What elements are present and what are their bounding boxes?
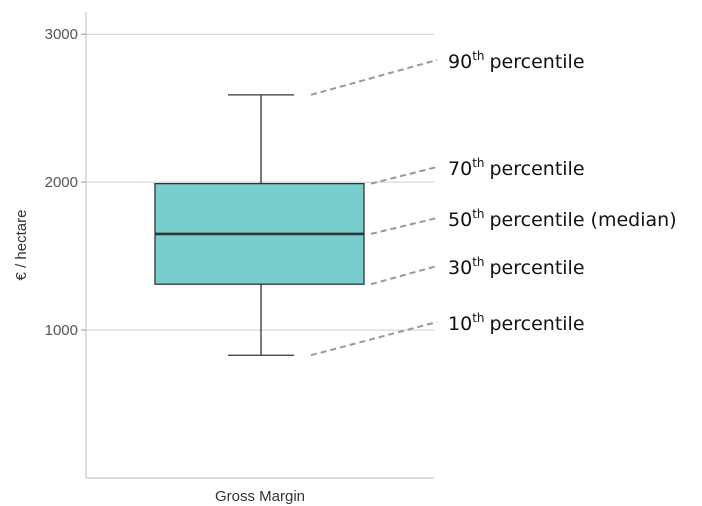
- annotation-p70: 70th percentile: [448, 156, 585, 180]
- y-axis-title: € / hectare: [13, 210, 30, 281]
- box-plot: [154, 94, 365, 356]
- annotation-p90: 90th percentile: [448, 49, 585, 73]
- annotation-leader-p10: [310, 321, 438, 357]
- annotation-median: 50th percentile (median): [448, 207, 677, 231]
- annotation-leader-p70: [370, 166, 438, 185]
- annotation-p30: 30th percentile: [448, 255, 585, 279]
- axes: [85, 12, 434, 479]
- annotation-leader-median: [370, 217, 438, 235]
- percentile-annotations: 90th percentile 70th percentile 50th percenti…: [310, 49, 677, 357]
- y-tick-label: 3000: [45, 26, 78, 43]
- annotation-p10: 10th percentile: [448, 311, 585, 335]
- annotation-leader-p30: [370, 265, 438, 286]
- x-category-label: Gross Margin: [215, 488, 305, 505]
- y-tick-label: 1000: [45, 322, 78, 339]
- annotation-leader-p90: [310, 59, 438, 96]
- y-tick-labels: 1000 2000 3000: [45, 26, 86, 339]
- gridlines: [86, 33, 434, 331]
- y-tick-label: 2000: [45, 174, 78, 191]
